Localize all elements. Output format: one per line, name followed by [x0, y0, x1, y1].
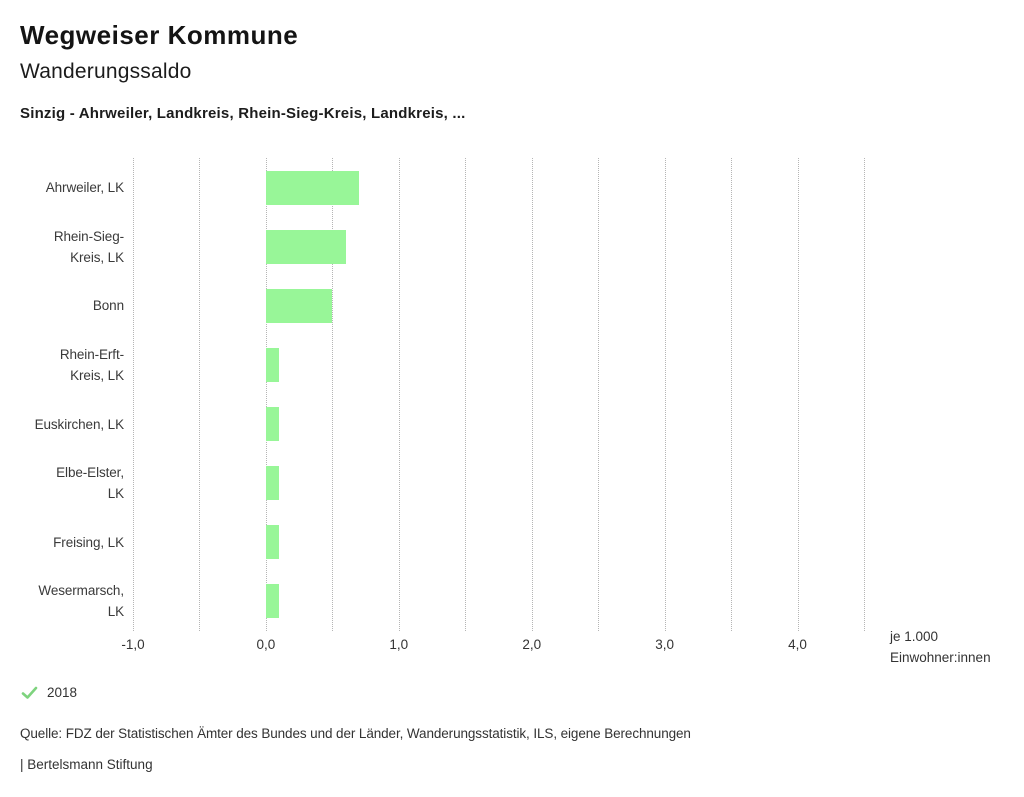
x-tick-label: 0,0 [256, 637, 276, 652]
x-axis-unit-label: je 1.000 Einwohner:innen [890, 629, 991, 665]
category-label: Wesermarsch, LK [38, 583, 124, 620]
gridline [199, 158, 201, 631]
page-title: Wegweiser Kommune [20, 20, 299, 50]
gridline [265, 158, 267, 631]
legend-item-2018[interactable]: 2018 [21, 685, 77, 700]
legend-year-label: 2018 [47, 685, 78, 700]
chart-bar[interactable] [265, 229, 346, 264]
gridline [133, 158, 134, 631]
gridline [398, 158, 400, 631]
chart-bar[interactable] [265, 170, 359, 205]
gridline [731, 158, 733, 631]
chart-bar[interactable] [265, 347, 280, 382]
gridline [332, 158, 334, 631]
category-label: Bonn [92, 298, 124, 314]
gridline [465, 158, 467, 631]
x-tick-label: 3,0 [655, 637, 675, 652]
category-label: Elbe-Elster, LK [56, 465, 124, 502]
category-label: Ahrweiler, LK [45, 180, 124, 196]
category-label: Euskirchen, LK [34, 416, 125, 432]
chart-bar[interactable] [265, 525, 280, 560]
gridline [797, 158, 799, 631]
gridline [598, 158, 600, 631]
source-text: Quelle: FDZ der Statistischen Ämter des … [20, 726, 691, 741]
chart-bar[interactable] [265, 466, 280, 501]
selection-subtitle: Sinzig - Ahrweiler, Landkreis, Rhein-Sie… [20, 105, 466, 122]
branding-text: | Bertelsmann Stiftung [20, 757, 153, 772]
chart-bar[interactable] [265, 288, 333, 323]
gridline [864, 158, 865, 631]
gridline [664, 158, 666, 631]
gridline [531, 158, 533, 631]
indicator-title: Wanderungssaldo [20, 60, 192, 83]
category-label: Rhein-Sieg- Kreis, LK [53, 228, 124, 265]
x-tick-label: 4,0 [788, 637, 807, 652]
x-tick-label: 2,0 [522, 637, 542, 652]
x-tick-label: 1,0 [389, 637, 409, 652]
x-tick-label: -1,0 [121, 637, 145, 652]
category-label: Freising, LK [53, 534, 124, 550]
category-label: Rhein-Erft- Kreis, LK [59, 346, 124, 383]
chart-bar[interactable] [265, 407, 280, 442]
check-icon [21, 686, 38, 700]
chart-bar[interactable] [265, 584, 280, 619]
